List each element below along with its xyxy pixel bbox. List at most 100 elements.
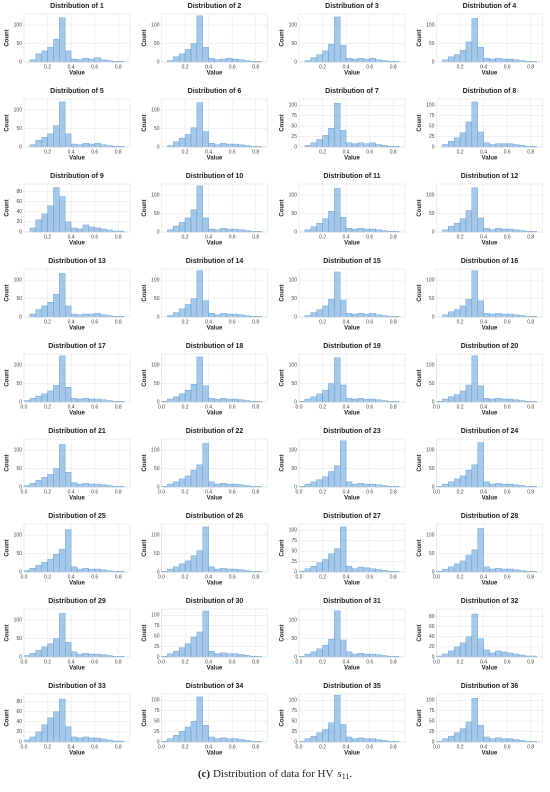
- bar: [512, 59, 520, 63]
- bar: [88, 737, 95, 743]
- bar: [310, 651, 317, 658]
- y-tick-label: 100: [426, 103, 435, 109]
- subplot: Distribution of 1 0 50 100 0.2 0.4 0.6 0.8 Value…: [5, 3, 131, 77]
- bar: [106, 739, 113, 743]
- subplot: Distribution of 35 0 25 50 75 100 0.0 0.2 0.4 0.6…: [280, 683, 406, 757]
- bar: [76, 398, 84, 403]
- x-tick-label: 0.0: [158, 744, 165, 750]
- bar: [328, 44, 335, 63]
- bar: [501, 568, 508, 573]
- x-tick-label: 0.2: [457, 404, 464, 410]
- bar: [29, 483, 36, 488]
- x-tick-label: 0.4: [480, 319, 487, 325]
- x-tick-label: 0.0: [296, 744, 303, 750]
- bar: [94, 227, 101, 233]
- bar: [35, 395, 42, 403]
- bar: [328, 128, 335, 148]
- x-tick-label: 0.4: [68, 744, 75, 750]
- bar: [453, 309, 461, 318]
- bar: [495, 483, 502, 488]
- bar: [196, 464, 203, 488]
- bar: [59, 355, 66, 403]
- bar: [381, 145, 388, 148]
- bar: [345, 228, 353, 233]
- bar: [453, 222, 461, 233]
- bar: [208, 481, 215, 488]
- y-tick-label: 100: [289, 22, 298, 28]
- x-tick-label: 0.4: [205, 574, 212, 580]
- plot-frame: [436, 693, 543, 743]
- bar: [214, 144, 221, 148]
- x-axis-label: Value: [207, 241, 223, 247]
- bar: [357, 737, 364, 743]
- bar: [351, 738, 359, 743]
- y-tick-label: 50: [154, 551, 160, 557]
- bar: [369, 228, 376, 233]
- y-axis-label: Count: [280, 114, 286, 131]
- bar: [322, 50, 329, 63]
- x-tick-label: 0.8: [115, 489, 122, 495]
- subplot-title: Distribution of 3: [325, 3, 379, 10]
- y-tick-label: 100: [151, 107, 160, 113]
- bar: [471, 355, 478, 403]
- x-tick-label: 0.4: [68, 319, 75, 325]
- bar: [100, 314, 107, 318]
- bar: [369, 738, 376, 743]
- x-tick-label: 0.8: [252, 659, 259, 665]
- y-tick-label: 0: [19, 314, 22, 320]
- bar: [94, 653, 101, 658]
- x-axis-label: Value: [69, 496, 85, 502]
- bar: [459, 728, 467, 743]
- y-axis-label: Count: [5, 29, 11, 46]
- bar: [369, 142, 376, 148]
- bar: [512, 314, 520, 318]
- bar: [357, 653, 364, 658]
- y-axis-label: Count: [280, 624, 286, 641]
- bar: [190, 384, 198, 403]
- x-tick-label: 0.8: [527, 489, 534, 495]
- bar: [237, 654, 245, 658]
- bar: [41, 646, 48, 658]
- bar: [220, 483, 227, 488]
- bar: [100, 738, 107, 743]
- bar: [82, 398, 89, 403]
- x-axis-label: Value: [482, 581, 498, 587]
- bar: [226, 653, 233, 658]
- subplot-title: Distribution of 20: [461, 343, 519, 350]
- y-tick-label: 100: [289, 528, 298, 534]
- bar: [202, 610, 209, 658]
- bar: [65, 472, 72, 488]
- y-tick-label: 0: [19, 484, 22, 490]
- bar: [35, 480, 42, 488]
- x-tick-label: 0.8: [252, 149, 259, 155]
- bar: [501, 313, 508, 318]
- subplot-title: Distribution of 14: [186, 258, 244, 265]
- x-tick-label: 0.2: [319, 404, 326, 410]
- subplot: Distribution of 27 0 25 50 75 100 0.0 0.2 0.4 0.6…: [280, 513, 406, 587]
- bar: [489, 313, 496, 318]
- x-tick-label: 0.8: [115, 744, 122, 750]
- x-tick-label: 0.4: [68, 64, 75, 70]
- bar: [53, 468, 60, 488]
- bar: [448, 735, 455, 743]
- x-tick-label: 0.6: [366, 574, 373, 580]
- bar: [196, 631, 203, 658]
- x-axis-label: Value: [344, 71, 360, 77]
- bar: [231, 228, 239, 233]
- y-tick-label: 25: [291, 559, 297, 565]
- bar: [190, 469, 198, 488]
- x-tick-label: 0.4: [343, 234, 350, 240]
- x-tick-label: 0.2: [457, 489, 464, 495]
- bar: [363, 313, 370, 318]
- bar: [23, 739, 31, 743]
- bar: [178, 308, 186, 318]
- bar: [59, 273, 66, 318]
- x-axis-label: Value: [207, 496, 223, 502]
- bar: [65, 133, 72, 148]
- bar: [465, 41, 473, 63]
- bar: [100, 59, 107, 63]
- subplot-title: Distribution of 2: [188, 3, 242, 10]
- bar: [41, 477, 48, 488]
- bar: [442, 398, 449, 403]
